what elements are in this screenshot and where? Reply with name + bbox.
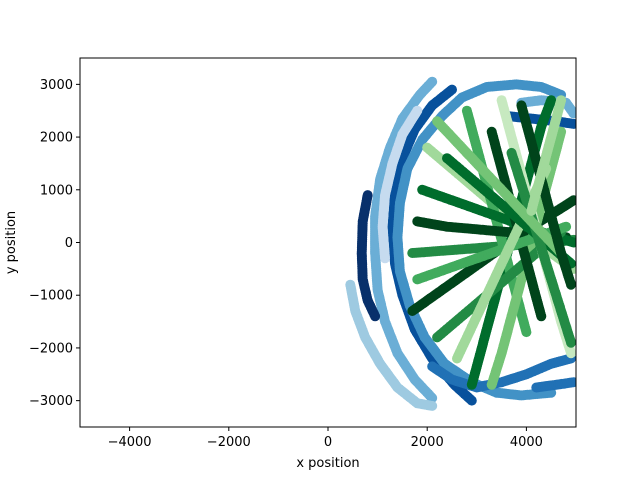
- series-greens: [407, 95, 576, 390]
- scatter-point: [466, 395, 477, 406]
- scatter-point: [427, 361, 438, 372]
- scatter-point: [566, 348, 576, 359]
- scatter-point: [380, 253, 390, 264]
- y-tick-label: 2000: [40, 131, 73, 146]
- x-tick-label: 0: [324, 435, 332, 450]
- scatter-point: [370, 311, 381, 322]
- x-tick-label: −4000: [108, 435, 152, 450]
- track: [345, 279, 438, 411]
- y-tick-label: −2000: [29, 341, 73, 356]
- scatter-point: [536, 311, 547, 322]
- scatter-point: [568, 195, 576, 206]
- track: [531, 377, 576, 393]
- track: [356, 190, 381, 322]
- scatter-point: [521, 327, 532, 338]
- y-tick-label: 3000: [40, 78, 73, 93]
- x-tick-label: −2000: [207, 435, 251, 450]
- scatter-point: [568, 118, 576, 129]
- x-tick-label: 4000: [510, 435, 543, 450]
- scatter-point: [486, 379, 497, 390]
- track: [377, 105, 423, 264]
- track: [392, 79, 567, 401]
- scatter-point: [568, 377, 576, 388]
- y-tick-label: −3000: [29, 394, 73, 409]
- y-tick-label: 1000: [40, 183, 73, 198]
- x-axis: −4000 −2000 0 2000 4000: [108, 427, 543, 450]
- track: [526, 95, 567, 216]
- plot-area: [345, 76, 576, 411]
- track: [370, 76, 438, 403]
- y-axis: −3000 −2000 −1000 0 1000 2000 3000: [29, 78, 80, 409]
- track: [516, 100, 576, 290]
- y-tick-label: −1000: [29, 289, 73, 304]
- scatter-point: [506, 147, 517, 158]
- y-axis-label: y position: [4, 211, 19, 274]
- x-tick-label: 2000: [411, 435, 444, 450]
- scatter-point: [566, 279, 576, 290]
- scatter-point: [546, 95, 557, 106]
- scatter-point: [568, 237, 576, 248]
- scatter-point: [526, 205, 537, 216]
- scatter-point: [427, 400, 438, 411]
- x-axis-label: x position: [296, 456, 359, 471]
- y-tick-label: 0: [65, 236, 73, 251]
- track: [506, 147, 576, 348]
- scatter-point: [568, 108, 576, 119]
- scatter-point: [561, 221, 572, 232]
